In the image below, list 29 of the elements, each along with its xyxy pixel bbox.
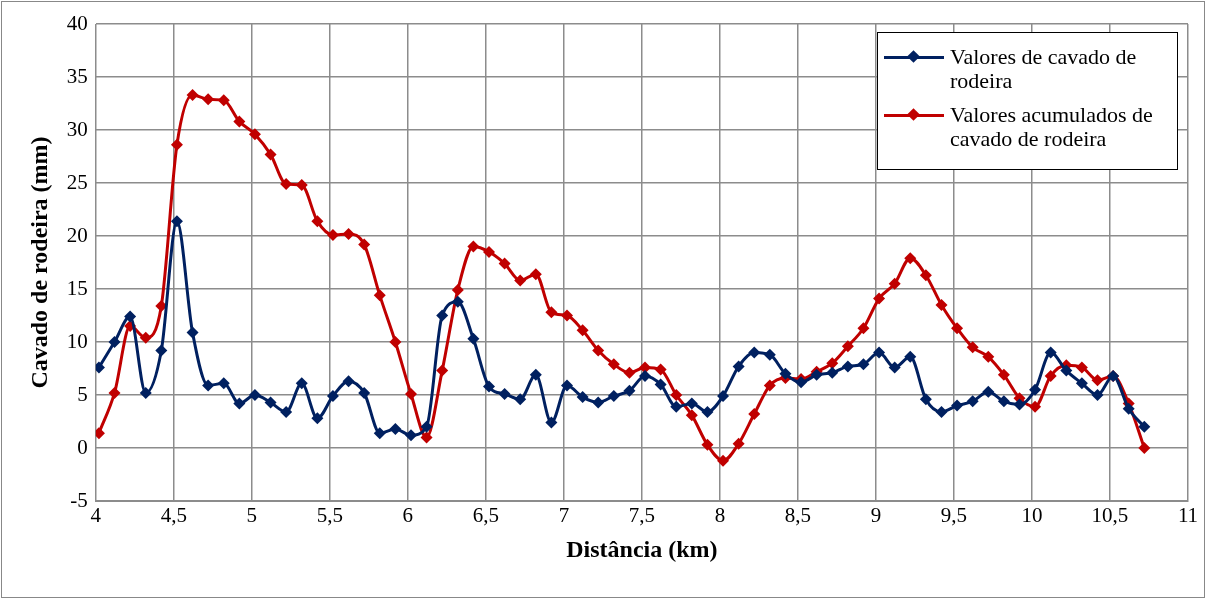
y-tick-label: 0 [77, 434, 88, 459]
x-tick-label: 8,5 [784, 503, 812, 528]
x-tick-label: 5,5 [316, 503, 343, 528]
x-tick-label: 9 [870, 503, 882, 528]
y-tick-label: 15 [66, 275, 88, 300]
x-tick-label: 7 [558, 503, 570, 528]
x-tick-label: 9,5 [940, 503, 968, 528]
y-tick-label: 40 [66, 10, 88, 35]
y-tick-label: 30 [66, 116, 88, 141]
x-tick-label: 4 [90, 503, 102, 528]
x-tick-label: 6,5 [472, 503, 499, 528]
x-tick-label: 7,5 [628, 503, 656, 528]
y-axis-title: Cavado de rodeira (mm) [25, 136, 52, 389]
y-tick-label: 10 [66, 328, 88, 353]
legend-label: Valores de cavado de rodeira [950, 44, 1138, 93]
x-tick-label: 4,5 [160, 503, 187, 528]
y-tick-label: 25 [66, 169, 88, 194]
x-tick-label: 8 [714, 503, 726, 528]
y-tick-label: 5 [77, 381, 88, 406]
x-tick-label: 10 [1021, 503, 1043, 528]
x-tick-label: 10,5 [1091, 503, 1129, 528]
x-tick-label: 6 [402, 503, 414, 528]
x-tick-label: 5 [246, 503, 258, 528]
legend-label: Valores acumulados de cavado de rodeira [950, 102, 1154, 151]
y-tick-label: 20 [66, 222, 88, 247]
y-tick-label: -5 [70, 487, 88, 512]
x-tick-label: 11 [1177, 503, 1199, 528]
x-axis-title: Distância (km) [566, 535, 718, 562]
y-tick-label: 35 [66, 63, 88, 88]
